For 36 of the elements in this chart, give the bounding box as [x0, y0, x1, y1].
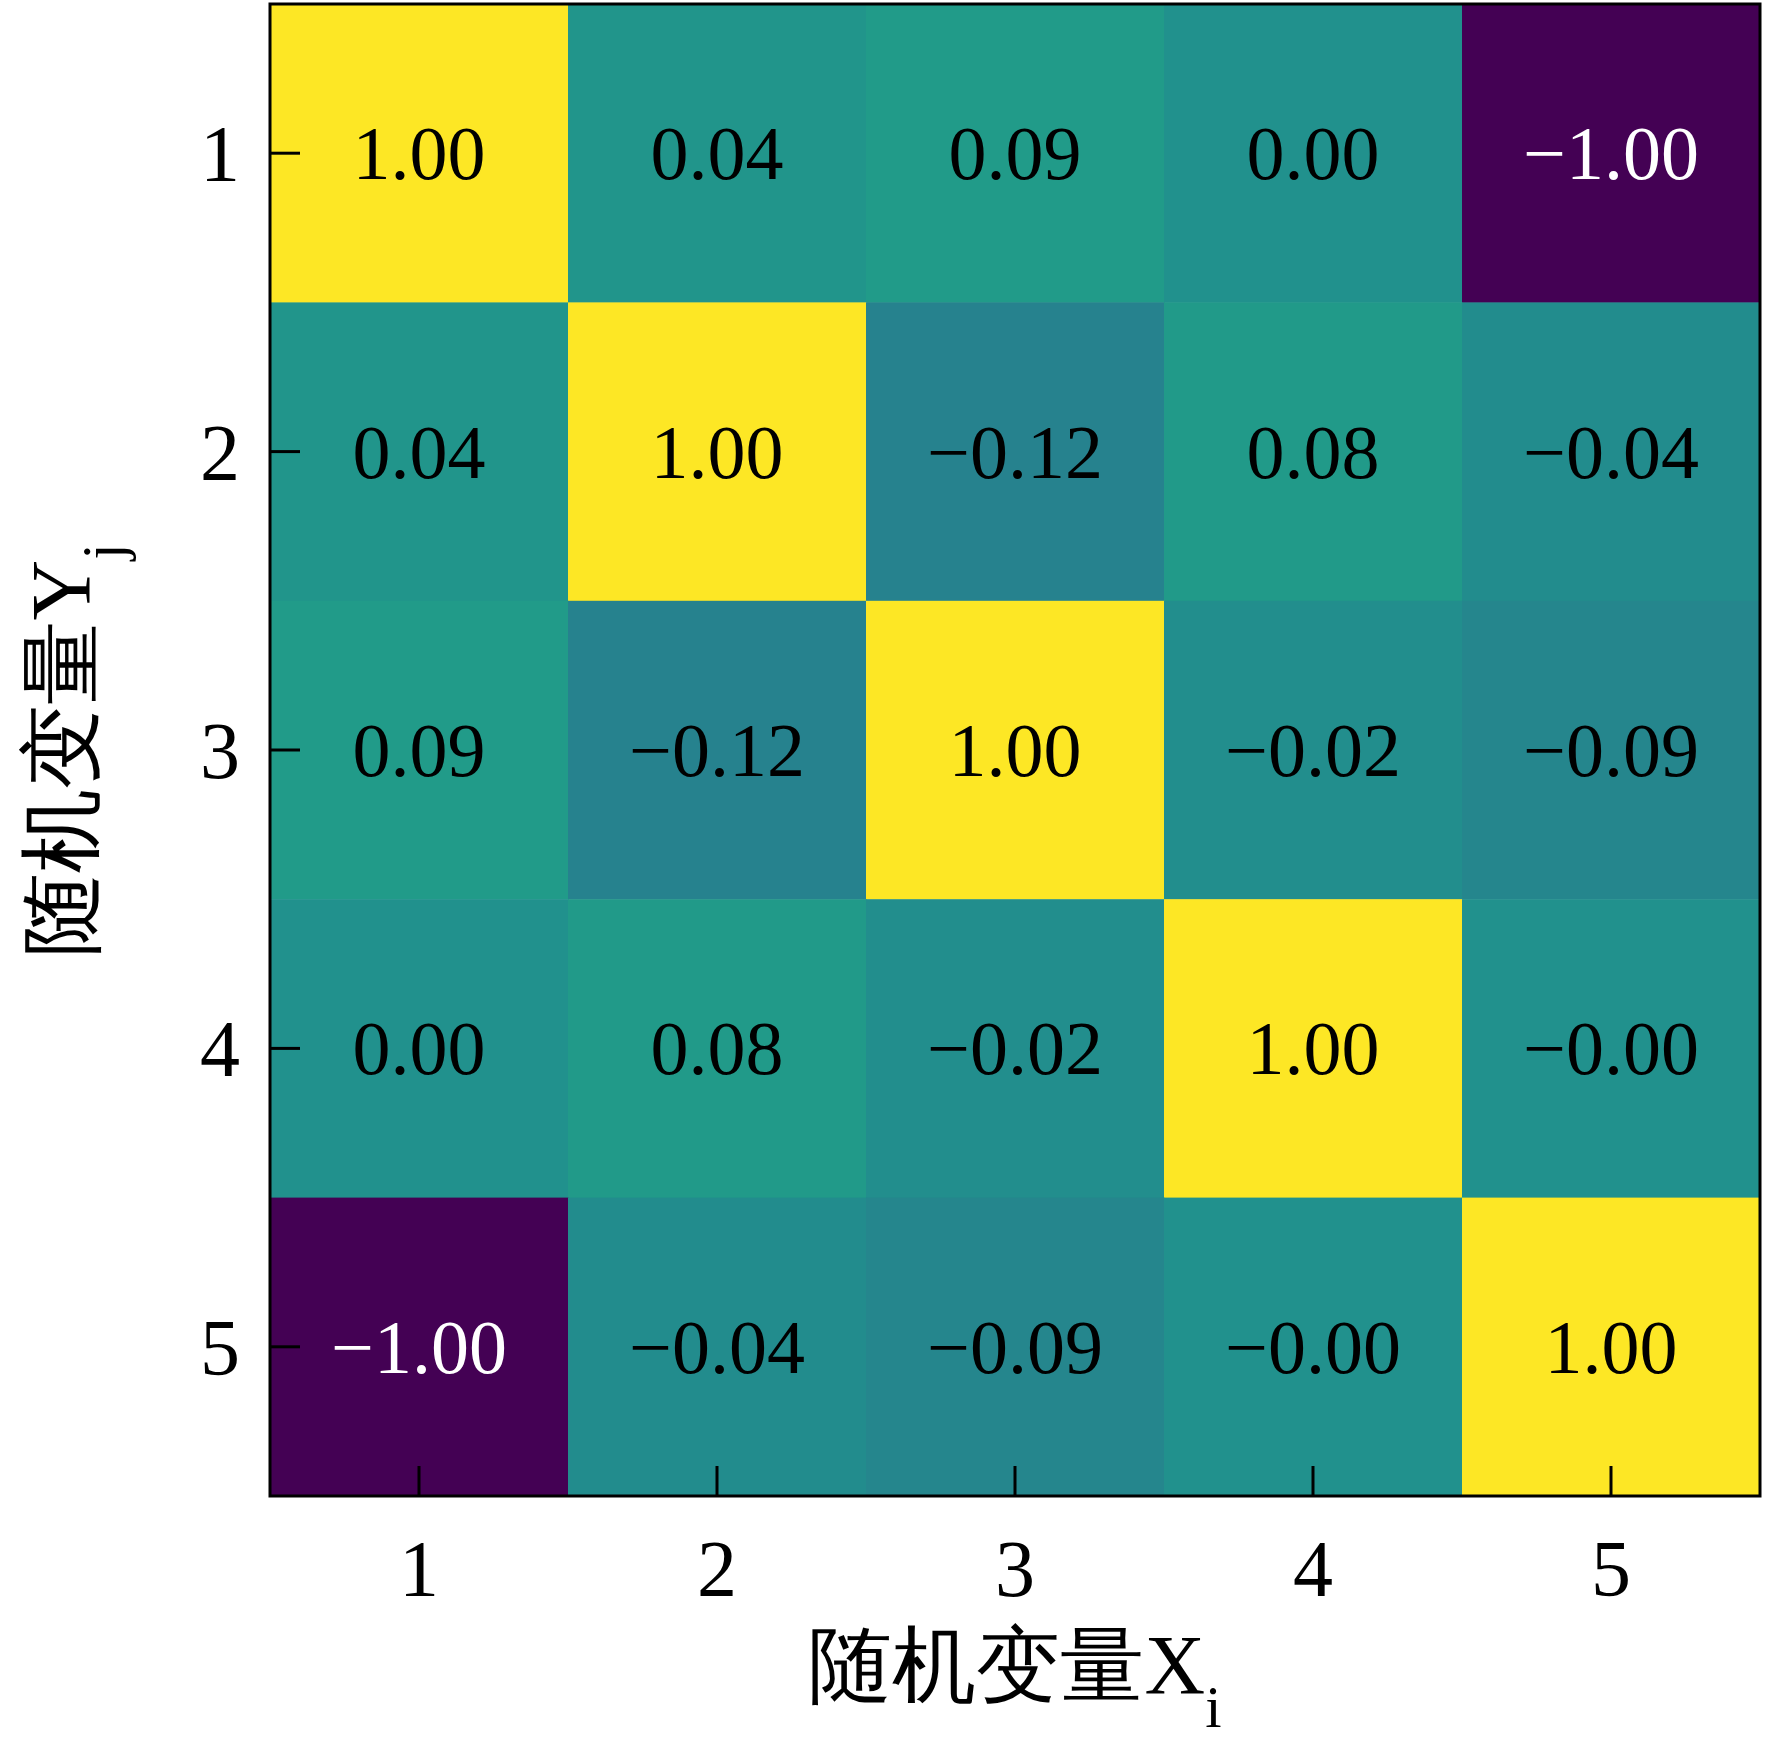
y-tick-label: 3: [200, 707, 240, 795]
x-tick-label: 3: [995, 1525, 1035, 1613]
data-label: −0.00: [1523, 1006, 1699, 1091]
data-label: −1.00: [1523, 111, 1699, 196]
data-label: 0.08: [1246, 409, 1380, 494]
data-label: 0.00: [1246, 111, 1380, 196]
data-label: 1.00: [1246, 1006, 1380, 1091]
data-label: −0.00: [1225, 1304, 1401, 1389]
data-label: −0.12: [629, 708, 805, 792]
x-tick-label: 5: [1591, 1525, 1631, 1613]
data-label: 0.09: [352, 708, 486, 792]
data-label: −0.02: [1225, 708, 1401, 792]
data-label: 0.00: [352, 1006, 486, 1091]
data-label: 1.00: [352, 111, 486, 196]
data-label: 1.00: [650, 409, 784, 494]
data-label: 0.04: [650, 111, 784, 196]
x-tick-label: 1: [399, 1525, 439, 1613]
data-label: −0.09: [1523, 708, 1699, 792]
data-label: −0.02: [927, 1006, 1103, 1091]
x-tick-label: 4: [1293, 1525, 1333, 1613]
data-label: −0.12: [927, 409, 1103, 494]
data-label: 0.08: [650, 1006, 784, 1091]
x-tick-label: 2: [697, 1525, 737, 1613]
data-label: −0.04: [629, 1304, 805, 1389]
data-label: −0.04: [1523, 409, 1699, 494]
data-label: 0.09: [948, 111, 1082, 196]
data-label: 1.00: [948, 708, 1082, 792]
data-label: 1.00: [1544, 1304, 1678, 1389]
y-tick-label: 5: [200, 1303, 240, 1392]
data-label: −1.00: [331, 1304, 507, 1389]
y-tick-label: 1: [200, 110, 240, 199]
y-tick-label: 4: [200, 1005, 240, 1094]
data-label: 0.04: [352, 409, 486, 494]
data-label: −0.09: [927, 1304, 1103, 1389]
y-tick-label: 2: [200, 408, 240, 497]
x-axis-title: 随机变量X$_{i}$: [808, 1619, 1222, 1740]
